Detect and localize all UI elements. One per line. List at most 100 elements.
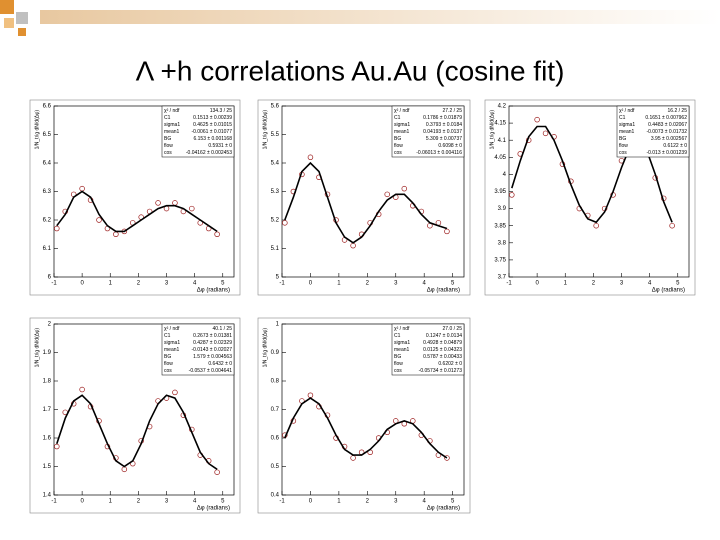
y-tick-label: 5.3 <box>271 189 280 195</box>
stats-value: 0.4625 ± 0.01015 <box>193 122 232 128</box>
fit-curve <box>284 397 448 459</box>
x-axis-label: Δφ (radians) <box>427 288 460 294</box>
stats-value: -0.05734 ± 0.01273 <box>419 368 463 374</box>
stats-box <box>391 323 465 376</box>
stats-label: flow <box>619 143 628 149</box>
x-tick-label: 5 <box>676 281 680 287</box>
top-bar <box>40 10 720 24</box>
x-tick-label: 2 <box>137 281 141 287</box>
y-tick-label: 1.9 <box>43 350 52 356</box>
stats-value: 0.3793 ± 0.0184 <box>426 122 462 128</box>
stats-value: 0.4928 ± 0.04879 <box>423 340 462 346</box>
data-point <box>214 231 220 238</box>
y-tick-label: 6.3 <box>43 189 52 195</box>
stats-label: C1 <box>394 115 401 121</box>
data-point <box>79 386 85 393</box>
deco-square <box>0 0 14 14</box>
y-tick-label: 4.1 <box>498 138 507 144</box>
stats-label: sigma1 <box>394 340 410 346</box>
stats-box <box>391 105 465 158</box>
x-tick-label: 2 <box>592 281 596 287</box>
y-tick-label: 1.4 <box>43 493 52 499</box>
y-tick-label: 5.2 <box>271 218 280 224</box>
stats-value: 0.2673 ± 0.01381 <box>193 333 232 339</box>
x-axis-label: Δφ (radians) <box>427 506 460 512</box>
stats-label: BG <box>394 354 401 360</box>
stats-label: C1 <box>164 333 171 339</box>
stats-value: -0.0073 ± 0.01732 <box>646 129 687 135</box>
x-tick-label: -1 <box>51 499 57 505</box>
stats-value: 0.4287 ± 0.02329 <box>193 340 232 346</box>
x-axis-label: Δφ (radians) <box>197 288 230 294</box>
stats-label: C1 <box>619 115 626 121</box>
y-tick-label: 5.5 <box>271 132 280 138</box>
data-point <box>509 192 515 198</box>
y-tick-label: 0.6 <box>271 436 280 442</box>
y-tick-label: 4.2 <box>498 104 507 110</box>
y-axis-label: 1/N_trig dN/d(Δφ) <box>262 328 268 368</box>
data-point <box>189 205 195 212</box>
x-tick-label: 3 <box>620 281 624 287</box>
y-tick-label: 6.1 <box>43 246 52 252</box>
data-point <box>282 220 288 226</box>
x-tick-label: 4 <box>193 281 197 287</box>
stats-label: χ² / ndf <box>394 108 410 114</box>
data-point <box>172 389 178 396</box>
stats-value: 134.3 / 25 <box>210 108 232 114</box>
stats-value: 0.6098 ± 0 <box>438 143 462 149</box>
y-tick-label: 6.5 <box>43 132 52 138</box>
stats-label: sigma1 <box>619 122 635 128</box>
stats-value: 5.309 ± 0.00737 <box>426 136 462 142</box>
data-point <box>542 130 549 137</box>
y-tick-label: 4 <box>503 172 507 178</box>
deco-square <box>16 12 28 24</box>
stats-label: cos <box>394 150 402 156</box>
data-point <box>444 228 450 235</box>
plot-panel: 3.7 3.75 3.8 3.85 3.9 3.95 4 4.05 4.1 4.15 4.2 -1 0 1… <box>484 99 696 296</box>
stats-value: 0.5787 ± 0.00433 <box>423 354 462 360</box>
stats-label: χ² / ndf <box>619 108 635 114</box>
x-tick-label: 4 <box>423 499 427 505</box>
data-point <box>593 222 599 229</box>
stats-value: 0.04193 ± 0.0137 <box>423 129 462 135</box>
y-tick-label: 3.95 <box>494 189 506 195</box>
x-tick-label: 0 <box>535 281 539 287</box>
plot-panel: 0.4 0.5 0.6 0.7 0.8 0.9 1 -1 0 1 2 3 4 5Δφ (radians) 1… <box>257 317 471 514</box>
data-point <box>155 200 161 206</box>
x-tick-label: 3 <box>165 281 169 287</box>
stats-value: 0.1651 ± 0.007962 <box>645 115 687 121</box>
fit-curve <box>284 161 448 244</box>
data-point <box>444 455 450 461</box>
stats-label: mean1 <box>164 347 180 353</box>
stats-box <box>161 105 235 158</box>
x-tick-label: -1 <box>279 499 285 505</box>
y-tick-label: 6.6 <box>43 104 52 110</box>
y-tick-label: 0.9 <box>271 350 280 356</box>
slide-title: Λ +h correlations Au.Au (cosine fit) <box>136 55 565 86</box>
stats-label: flow <box>394 361 403 367</box>
stats-box <box>161 323 235 376</box>
y-tick-label: 3.7 <box>498 275 507 281</box>
stats-label: flow <box>164 143 173 149</box>
x-tick-label: 4 <box>648 281 652 287</box>
y-tick-label: 0.5 <box>271 464 280 470</box>
y-axis-label: 1/N_trig dN/d(Δφ) <box>489 110 495 150</box>
y-tick-label: 0.7 <box>271 407 280 413</box>
stats-label: mean1 <box>619 129 635 135</box>
x-tick-label: 2 <box>137 499 141 505</box>
data-point <box>384 191 390 198</box>
x-tick-label: 0 <box>309 499 313 505</box>
x-tick-label: -1 <box>279 281 285 287</box>
stats-label: cos <box>619 150 627 156</box>
stats-value: 27.2 / 25 <box>443 108 463 114</box>
stats-value: -0.013 ± 0.001239 <box>646 150 687 156</box>
stats-label: cos <box>164 150 172 156</box>
data-point <box>96 217 102 223</box>
y-tick-label: 5.1 <box>271 246 280 252</box>
y-tick-label: 4.05 <box>494 155 506 161</box>
stats-value: -0.04162 ± 0.002453 <box>186 150 232 156</box>
x-tick-label: 3 <box>165 499 169 505</box>
y-tick-label: 3.75 <box>494 257 506 263</box>
stats-label: sigma1 <box>394 122 410 128</box>
x-tick-label: 3 <box>394 499 398 505</box>
